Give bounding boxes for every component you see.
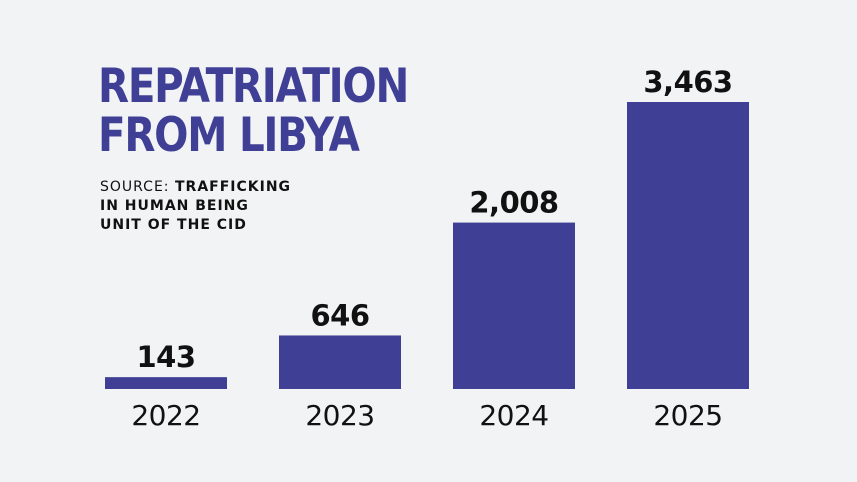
chart-title: REPATRIATION FROM LIBYA xyxy=(98,59,409,163)
value-label-2024: 2,008 xyxy=(469,186,558,220)
category-label-2023: 2023 xyxy=(305,399,374,432)
source-label: SOURCE: xyxy=(100,179,170,195)
category-label-2022: 2022 xyxy=(131,399,200,432)
value-label-2023: 646 xyxy=(310,298,369,332)
chart-title-line-2: FROM LIBYA xyxy=(98,108,360,163)
source-line-3: UNIT OF THE CID xyxy=(100,217,247,233)
value-label-2025: 3,463 xyxy=(643,65,732,99)
category-label-2024: 2024 xyxy=(479,399,548,432)
source-line-1: TRAFFICKING xyxy=(174,179,292,195)
bar-2024 xyxy=(453,222,575,389)
value-label-2022: 143 xyxy=(136,340,195,374)
source-note: SOURCE: TRAFFICKING IN HUMAN BEING UNIT … xyxy=(100,178,291,235)
bar-2022 xyxy=(105,377,227,389)
source-line-2: IN HUMAN BEING xyxy=(100,198,249,214)
bar-2025 xyxy=(627,102,749,389)
chart-title-line-1: REPATRIATION xyxy=(98,59,409,114)
category-label-2025: 2025 xyxy=(653,399,722,432)
bar-2023 xyxy=(279,335,401,389)
